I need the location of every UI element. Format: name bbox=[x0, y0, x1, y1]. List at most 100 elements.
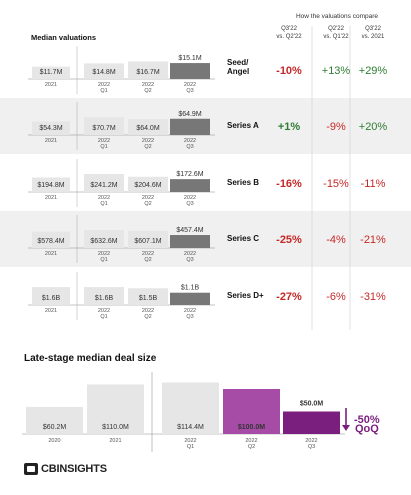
x-tick-label: Q3 bbox=[186, 257, 193, 263]
bar-value-label: $11.7M bbox=[40, 69, 63, 76]
x-tick-label: 2020 bbox=[48, 438, 60, 444]
x-tick-label: 2022 bbox=[184, 195, 196, 201]
bar bbox=[170, 292, 210, 305]
bar-value-label: $241.2M bbox=[90, 182, 117, 189]
change-value: -15% bbox=[323, 178, 349, 190]
bar-value-label: $64.0M bbox=[136, 125, 160, 132]
x-tick-label: 2022 bbox=[142, 195, 154, 201]
row-label: Series D+ bbox=[227, 291, 264, 300]
compare-column-header: vs. 2021 bbox=[362, 34, 385, 40]
compare-column-header: vs. Q2'22 bbox=[276, 34, 302, 40]
deal-bar bbox=[26, 406, 83, 434]
x-tick-label: 2022 bbox=[184, 138, 196, 144]
down-arrow-icon bbox=[342, 425, 350, 431]
x-tick-label: Q3 bbox=[308, 444, 315, 450]
x-tick-label: 2022 bbox=[98, 308, 110, 314]
bar bbox=[32, 231, 70, 248]
compare-header: How the valuations compare bbox=[296, 13, 378, 20]
bar-value-label: $578.4M bbox=[37, 238, 64, 245]
deal-value-label: $100.0M bbox=[238, 424, 265, 431]
deal-value-label: $114.4M bbox=[177, 424, 204, 431]
bar bbox=[170, 179, 210, 192]
deal-bar bbox=[223, 389, 280, 434]
x-tick-label: 2022 bbox=[98, 195, 110, 201]
bar-value-label: $15.1M bbox=[178, 55, 202, 62]
deal-value-label: $110.0M bbox=[102, 424, 129, 431]
change-value: -27% bbox=[276, 291, 302, 303]
x-tick-label: 2022 bbox=[142, 138, 154, 144]
bar-value-label: $16.7M bbox=[136, 69, 160, 76]
x-tick-label: Q2 bbox=[144, 201, 151, 207]
change-value: -6% bbox=[326, 291, 346, 303]
x-tick-label: Q1 bbox=[100, 257, 107, 263]
x-tick-label: Q3 bbox=[186, 88, 193, 94]
bar-value-label: $172.6M bbox=[176, 171, 203, 178]
bar-value-label: $14.8M bbox=[92, 69, 116, 76]
x-tick-label: Q3 bbox=[186, 314, 193, 320]
bar bbox=[128, 230, 168, 248]
bar-value-label: $607.1M bbox=[134, 238, 161, 245]
x-tick-label: 2021 bbox=[45, 308, 57, 314]
row-label: Seed/ bbox=[227, 58, 249, 67]
bar bbox=[84, 117, 124, 135]
x-tick-label: 2021 bbox=[45, 195, 57, 201]
row-label: Angel bbox=[227, 67, 249, 76]
cb-logo-icon bbox=[24, 463, 38, 475]
bar-value-label: $1.6B bbox=[95, 295, 114, 302]
cbinsights-logo: CBINSIGHTS bbox=[24, 463, 107, 475]
x-tick-label: 2022 bbox=[184, 251, 196, 257]
x-tick-label: 2022 bbox=[98, 82, 110, 88]
change-value: -9% bbox=[326, 121, 346, 133]
bar bbox=[32, 121, 70, 135]
change-value: -31% bbox=[360, 291, 386, 303]
x-tick-label: 2022 bbox=[142, 308, 154, 314]
compare-column-header: Q3'22 bbox=[281, 26, 297, 32]
bar bbox=[32, 66, 70, 79]
deal-size-title: Late-stage median deal size bbox=[24, 353, 157, 364]
x-tick-label: Q1 bbox=[100, 88, 107, 94]
deal-change-label: QoQ bbox=[355, 423, 379, 435]
bar bbox=[128, 61, 168, 79]
bar bbox=[128, 119, 168, 135]
bar bbox=[84, 174, 124, 192]
deal-value-label: $60.2M bbox=[43, 424, 67, 431]
bar-value-label: $457.4M bbox=[176, 227, 203, 234]
change-value: +13% bbox=[322, 65, 351, 77]
x-tick-label: 2022 bbox=[305, 438, 317, 444]
bar-value-label: $632.6M bbox=[90, 238, 117, 245]
x-tick-label: 2022 bbox=[184, 438, 196, 444]
x-tick-label: 2022 bbox=[142, 251, 154, 257]
change-value: -25% bbox=[276, 234, 302, 246]
x-tick-label: Q1 bbox=[100, 144, 107, 150]
x-tick-label: 2022 bbox=[98, 251, 110, 257]
bar-value-label: $54.3M bbox=[39, 125, 63, 132]
bar-value-label: $1.5B bbox=[139, 295, 158, 302]
x-tick-label: 2021 bbox=[45, 138, 57, 144]
x-tick-label: 2021 bbox=[109, 438, 121, 444]
x-tick-label: 2022 bbox=[98, 138, 110, 144]
change-value: -4% bbox=[326, 234, 346, 246]
bar bbox=[84, 287, 124, 305]
bar bbox=[32, 287, 70, 305]
logo-text: CBINSIGHTS bbox=[41, 463, 107, 475]
bar-value-label: $70.7M bbox=[92, 125, 116, 132]
deal-change-value: -50% bbox=[354, 414, 380, 426]
deal-bar bbox=[283, 411, 340, 434]
x-tick-label: 2021 bbox=[45, 82, 57, 88]
bar-value-label: $1.6B bbox=[42, 295, 61, 302]
change-value: +29% bbox=[359, 65, 388, 77]
x-tick-label: 2022 bbox=[184, 308, 196, 314]
bar bbox=[84, 63, 124, 79]
compare-column-header: Q3'22 bbox=[365, 26, 381, 32]
row-label: Series A bbox=[227, 121, 259, 130]
x-tick-label: Q3 bbox=[186, 201, 193, 207]
deal-bar bbox=[162, 382, 219, 434]
bar-value-label: $1.1B bbox=[181, 285, 200, 292]
bar bbox=[170, 235, 210, 248]
bar-value-label: $204.6M bbox=[134, 182, 161, 189]
row-label: Series B bbox=[227, 178, 259, 187]
x-tick-label: Q2 bbox=[144, 257, 151, 263]
x-tick-label: 2022 bbox=[142, 82, 154, 88]
x-tick-label: Q2 bbox=[144, 144, 151, 150]
